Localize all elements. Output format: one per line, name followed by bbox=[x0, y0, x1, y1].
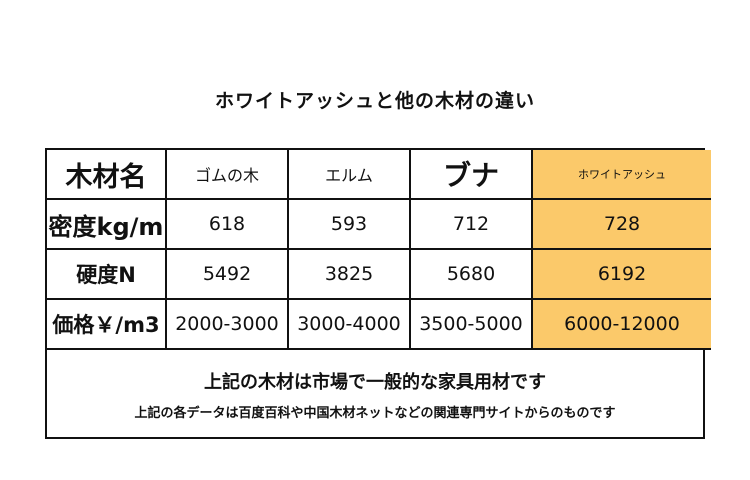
table-row-hardness: 硬度N 5492 3825 5680 6192 bbox=[47, 248, 711, 300]
table-cell: 712 bbox=[409, 198, 533, 250]
page-title: ホワイトアッシュと他の木材の違い bbox=[214, 90, 535, 112]
row-label-density: 密度kg/m bbox=[47, 198, 167, 250]
comparison-table-frame: 木材名 ゴムの木 エルム ブナ ホワイトアッシュ 密度kg/m 618 593 … bbox=[45, 148, 711, 439]
header-rubberwood: ゴムの木 bbox=[165, 150, 289, 200]
note-data-source: 上記の各データは百度百科や中国木材ネットなどの関連専門サイトからのものです bbox=[134, 406, 616, 421]
table-header-row: 木材名 ゴムの木 エルム ブナ ホワイトアッシュ bbox=[47, 150, 711, 200]
note-common-furniture-wood: 上記の木材は市場で一般的な家具用材です bbox=[204, 372, 546, 393]
header-elm: エルム bbox=[287, 150, 411, 200]
table-cell: 5492 bbox=[165, 248, 289, 300]
row-label-hardness: 硬度N bbox=[47, 248, 167, 300]
table-cell: 3000-4000 bbox=[287, 298, 411, 350]
table-row-price: 価格￥/m3 2000-3000 3000-4000 3500-5000 600… bbox=[47, 298, 711, 350]
comparison-table: 木材名 ゴムの木 エルム ブナ ホワイトアッシュ 密度kg/m 618 593 … bbox=[47, 150, 711, 350]
table-cell-highlight: 6192 bbox=[531, 248, 711, 300]
table-cell: 3500-5000 bbox=[409, 298, 533, 350]
table-cell: 618 bbox=[165, 198, 289, 250]
table-cell-highlight: 728 bbox=[531, 198, 711, 250]
table-cell: 2000-3000 bbox=[165, 298, 289, 350]
header-beech: ブナ bbox=[409, 150, 533, 200]
row-label-price: 価格￥/m3 bbox=[47, 298, 167, 350]
header-white-ash: ホワイトアッシュ bbox=[531, 150, 711, 200]
header-wood-name: 木材名 bbox=[47, 150, 167, 200]
table-cell: 5680 bbox=[409, 248, 533, 300]
table-row-density: 密度kg/m 618 593 712 728 bbox=[47, 198, 711, 250]
table-cell: 593 bbox=[287, 198, 411, 250]
table-cell: 3825 bbox=[287, 248, 411, 300]
table-footer-notes: 上記の木材は市場で一般的な家具用材です 上記の各データは百度百科や中国木材ネット… bbox=[47, 346, 703, 437]
table-cell-highlight: 6000-12000 bbox=[531, 298, 711, 350]
